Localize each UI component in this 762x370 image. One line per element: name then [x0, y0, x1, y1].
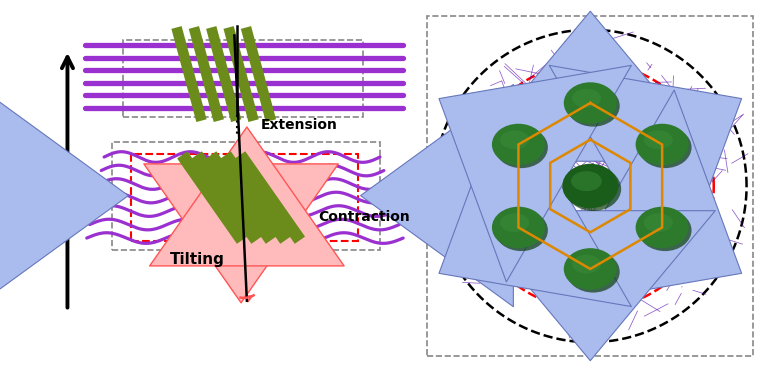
Text: Contraction: Contraction: [319, 210, 410, 224]
Polygon shape: [220, 151, 290, 244]
Ellipse shape: [567, 251, 620, 293]
Ellipse shape: [500, 213, 529, 232]
Polygon shape: [189, 26, 224, 122]
Text: Heating: Heating: [39, 143, 57, 217]
Bar: [427, 16, 754, 356]
Polygon shape: [171, 26, 207, 122]
Ellipse shape: [495, 209, 548, 251]
Ellipse shape: [564, 82, 616, 124]
Ellipse shape: [500, 130, 529, 149]
Polygon shape: [241, 26, 276, 122]
Ellipse shape: [565, 166, 621, 211]
Bar: [131, 154, 358, 241]
Ellipse shape: [562, 164, 618, 208]
Ellipse shape: [564, 248, 616, 290]
Ellipse shape: [639, 209, 692, 251]
Ellipse shape: [495, 127, 548, 168]
Ellipse shape: [492, 207, 545, 248]
Polygon shape: [191, 151, 261, 244]
Ellipse shape: [644, 130, 673, 149]
Ellipse shape: [572, 255, 601, 273]
Ellipse shape: [572, 89, 601, 108]
Ellipse shape: [636, 207, 689, 248]
Ellipse shape: [567, 85, 620, 127]
Polygon shape: [223, 26, 258, 122]
Text: Tilting: Tilting: [170, 252, 225, 267]
Ellipse shape: [571, 171, 602, 191]
Ellipse shape: [492, 124, 545, 165]
Polygon shape: [177, 151, 247, 244]
Bar: [112, 142, 380, 250]
Ellipse shape: [644, 213, 673, 232]
Ellipse shape: [636, 124, 689, 165]
Text: Extension: Extension: [261, 118, 338, 132]
Ellipse shape: [639, 127, 692, 168]
Polygon shape: [235, 151, 305, 244]
Polygon shape: [206, 151, 276, 244]
Bar: [123, 40, 363, 117]
Polygon shape: [206, 26, 242, 122]
